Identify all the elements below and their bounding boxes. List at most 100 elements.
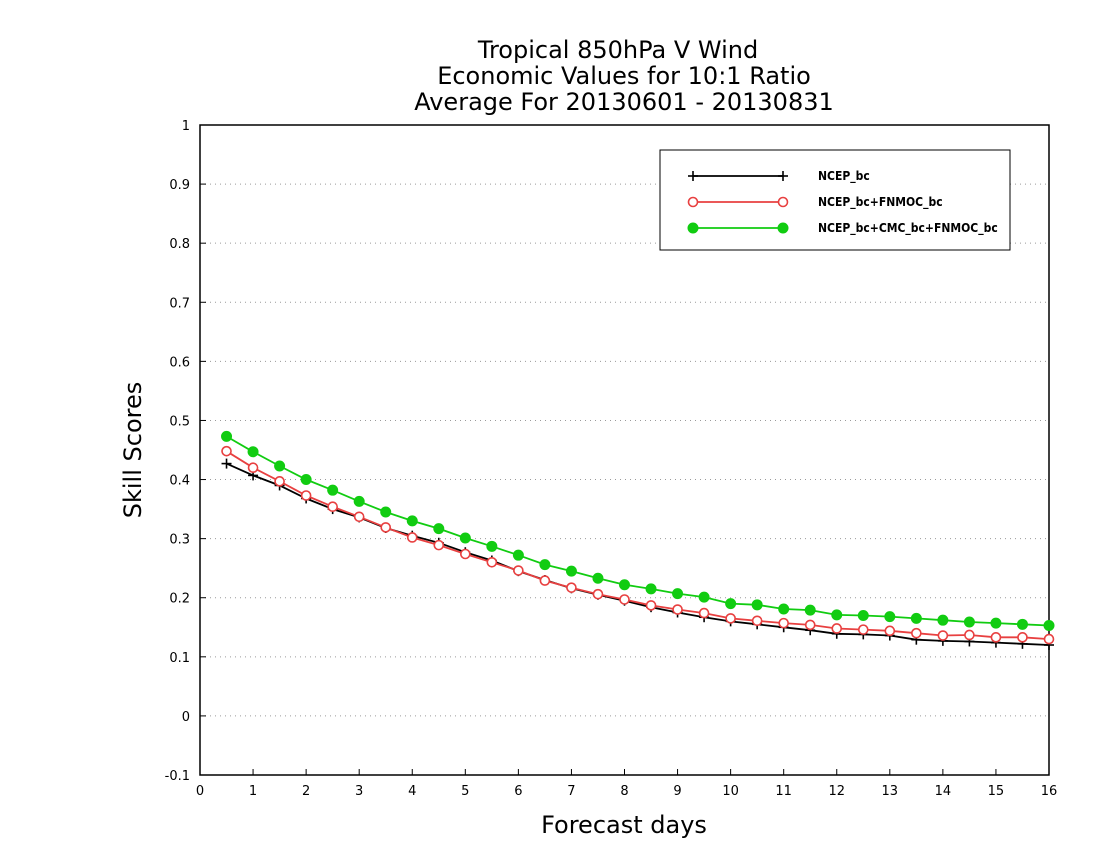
series-2-point bbox=[300, 490, 312, 501]
series-3-point bbox=[353, 495, 365, 507]
y-tick-label: 1 bbox=[182, 119, 190, 134]
series-line-3 bbox=[226, 435, 1050, 627]
x-tick-label: 4 bbox=[408, 784, 416, 799]
x-tick-label: 10 bbox=[722, 784, 739, 799]
series-3-point bbox=[910, 612, 922, 624]
series-2-point bbox=[513, 565, 524, 576]
x-tick-label: 0 bbox=[196, 784, 204, 799]
series-2-point bbox=[751, 615, 763, 627]
x-tick-label: 9 bbox=[673, 784, 681, 799]
x-axis-title: Forecast days bbox=[541, 811, 707, 839]
series-2-point bbox=[911, 627, 922, 639]
series-2-point bbox=[1043, 633, 1055, 645]
grid-lines bbox=[200, 183, 1049, 717]
series-2-point bbox=[1017, 632, 1028, 643]
x-tick-label: 1 bbox=[249, 784, 257, 799]
series-3-point bbox=[619, 579, 630, 591]
series-2-point bbox=[698, 607, 710, 619]
series-2-point bbox=[857, 624, 869, 635]
series-3-point bbox=[751, 599, 763, 611]
x-tick-label: 11 bbox=[775, 784, 792, 799]
series-3-point bbox=[459, 532, 471, 544]
series-layer bbox=[221, 430, 1055, 650]
series-3-point bbox=[406, 515, 418, 527]
series-2-point bbox=[804, 619, 816, 631]
series-3-point bbox=[884, 611, 896, 623]
y-tick-label: 0.8 bbox=[169, 237, 190, 252]
series-3-point bbox=[221, 430, 233, 442]
legend-marker bbox=[778, 171, 788, 181]
series-2-point bbox=[725, 613, 736, 624]
series-2-point bbox=[406, 532, 418, 543]
series-2-point bbox=[566, 582, 577, 593]
x-tick-label: 6 bbox=[514, 784, 522, 799]
series-2-point bbox=[592, 588, 604, 600]
series-3-point bbox=[778, 603, 790, 615]
series-2-point bbox=[353, 511, 365, 523]
chart-title-line-1: Tropical 850hPa V Wind bbox=[477, 36, 758, 64]
x-tick-label: 2 bbox=[302, 784, 310, 799]
series-2-point bbox=[990, 632, 1002, 643]
legend-box bbox=[659, 149, 1011, 251]
series-2-point bbox=[645, 600, 657, 611]
legend-marker bbox=[687, 196, 699, 208]
x-tick-label: 15 bbox=[988, 784, 1005, 799]
legend-marker bbox=[688, 171, 698, 181]
series-2-point bbox=[486, 556, 498, 568]
y-tick-label: 0.1 bbox=[169, 651, 190, 666]
series-2-point bbox=[619, 594, 630, 605]
series-2-point bbox=[460, 548, 471, 560]
y-tick-label: 0.9 bbox=[169, 178, 190, 193]
series-2-point bbox=[380, 522, 392, 533]
x-tick-label: 14 bbox=[935, 784, 952, 799]
series-2-point bbox=[433, 539, 445, 551]
y-tick-label: 0.2 bbox=[169, 592, 190, 607]
x-tick-label: 8 bbox=[620, 784, 628, 799]
series-2-point bbox=[247, 462, 259, 474]
series-3-point bbox=[831, 609, 843, 621]
x-tick-label: 7 bbox=[567, 784, 575, 799]
series-3-point bbox=[512, 549, 524, 561]
series-2-point bbox=[539, 575, 551, 586]
series-3-point bbox=[672, 588, 684, 600]
series-2-point bbox=[937, 630, 949, 641]
legend-marker bbox=[777, 196, 789, 208]
x-tick-label: 12 bbox=[828, 784, 845, 799]
y-tick-label: 0.4 bbox=[169, 474, 190, 489]
series-3-point bbox=[937, 614, 949, 626]
series-3-point bbox=[300, 474, 312, 486]
y-tick-label: 0.3 bbox=[169, 533, 190, 548]
series-2-point bbox=[221, 445, 232, 457]
series-3-point bbox=[645, 583, 657, 595]
y-tick-label: 0.5 bbox=[169, 414, 190, 429]
series-1-point bbox=[221, 458, 232, 469]
series-3-point bbox=[327, 484, 339, 496]
y-tick-label: 0.6 bbox=[169, 355, 190, 370]
series-2-point bbox=[672, 604, 683, 615]
legend-label-2: NCEP_bc+FNMOC_bc bbox=[818, 195, 943, 210]
legend-marker bbox=[687, 222, 699, 234]
series-2-point bbox=[964, 629, 975, 641]
legend-items: NCEP_bc NCEP_bc+FNMOC_bc NCEP_bc+CMC_bc+FN… bbox=[687, 169, 998, 236]
legend-marker bbox=[777, 222, 789, 234]
series-3-point bbox=[990, 617, 1002, 629]
x-tick-label: 5 bbox=[461, 784, 469, 799]
series-3-point bbox=[857, 609, 869, 621]
series-3-point bbox=[247, 446, 259, 458]
chart-title-line-3: Average For 20130601 - 20130831 bbox=[414, 88, 834, 116]
series-3-point bbox=[963, 616, 975, 628]
series-2-point bbox=[327, 501, 338, 513]
legend-label-3: NCEP_bc+CMC_bc+FNMOC_bc bbox=[818, 221, 998, 236]
series-3-point bbox=[592, 572, 604, 584]
x-tick-label: 3 bbox=[355, 784, 363, 799]
series-3-point bbox=[565, 565, 577, 577]
y-tick-label: -0.1 bbox=[165, 769, 190, 784]
series-2-point bbox=[274, 476, 285, 487]
chart-title: Tropical 850hPa V Wind Economic Values f… bbox=[414, 36, 834, 116]
series-2-point bbox=[831, 623, 843, 634]
legend-label-1: NCEP_bc bbox=[818, 169, 870, 184]
x-tick-label: 16 bbox=[1041, 784, 1058, 799]
series-3-point bbox=[1043, 620, 1055, 631]
y-tick-label: 0 bbox=[182, 710, 190, 725]
